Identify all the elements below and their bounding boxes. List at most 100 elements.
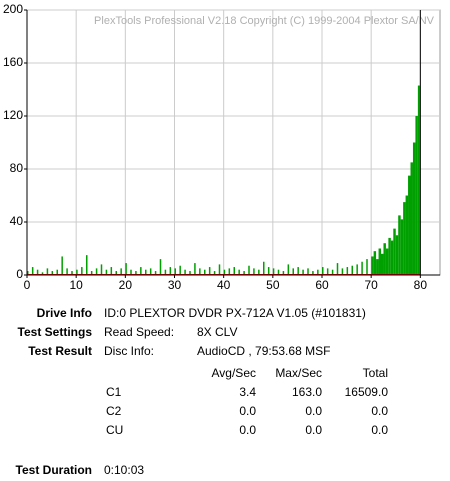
- bar: [356, 264, 358, 275]
- bar: [331, 269, 334, 275]
- bar: [383, 243, 386, 275]
- bar: [36, 269, 39, 275]
- bar: [110, 267, 113, 275]
- bar: [381, 253, 384, 275]
- bar: [233, 267, 235, 275]
- cell: 3.4: [239, 385, 256, 399]
- bar: [258, 269, 260, 275]
- bar: [277, 269, 280, 275]
- bar: [312, 271, 314, 275]
- plot-area: [26, 9, 441, 276]
- x-tick-label: 70: [364, 278, 378, 292]
- cell: 16509.0: [345, 385, 389, 399]
- bar: [417, 85, 420, 276]
- bar: [253, 268, 255, 275]
- y-tick-label: 120: [3, 108, 23, 122]
- cell: 163.0: [292, 385, 322, 399]
- bar: [400, 219, 404, 275]
- bar: [405, 195, 409, 275]
- bar: [159, 259, 162, 275]
- bar: [218, 264, 221, 275]
- label: Test Duration: [16, 463, 92, 477]
- bar: [385, 248, 389, 275]
- bar: [71, 271, 73, 275]
- bar: [115, 271, 117, 275]
- y-tick-label: 160: [3, 55, 23, 69]
- bar: [238, 269, 240, 275]
- bar: [105, 269, 108, 275]
- bar: [302, 269, 304, 275]
- bar: [341, 268, 344, 275]
- bar: [149, 268, 152, 275]
- bar: [336, 263, 339, 275]
- bar: [199, 268, 201, 275]
- column-header: Total: [363, 366, 388, 380]
- x-tick-label: 0: [24, 278, 31, 292]
- cell: 0.0: [239, 404, 256, 418]
- value: 0:10:03: [104, 463, 144, 477]
- x-tick-label: 20: [119, 278, 133, 292]
- value: ID:0 PLEXTOR DVDR PX-712A V1.05 (#101831…: [104, 306, 366, 320]
- bar: [66, 268, 68, 275]
- key: Read Speed:: [104, 325, 174, 339]
- label: Test Result: [28, 344, 92, 358]
- value: 8X CLV: [197, 325, 237, 339]
- bar: [393, 228, 396, 275]
- row-label: C1: [106, 385, 122, 399]
- y-tick-label: 0: [16, 267, 23, 281]
- bar: [223, 269, 226, 275]
- y-tick-label: 80: [10, 161, 24, 175]
- bar: [194, 263, 196, 275]
- bar: [322, 267, 324, 275]
- bar: [408, 175, 411, 275]
- bar: [213, 271, 216, 275]
- bar: [248, 265, 250, 275]
- bar: [388, 237, 391, 275]
- bar: [395, 235, 399, 275]
- bar: [208, 267, 211, 275]
- bar: [410, 162, 413, 275]
- bar: [373, 251, 377, 275]
- bar: [267, 267, 270, 275]
- bar: [164, 269, 167, 275]
- bar: [361, 261, 363, 275]
- bar: [228, 268, 231, 275]
- bar: [398, 215, 401, 275]
- cell: 0.0: [239, 423, 256, 437]
- bar: [174, 268, 176, 275]
- bar: [169, 267, 172, 275]
- bar: [61, 256, 63, 275]
- bar: [41, 272, 44, 275]
- bar: [282, 271, 285, 275]
- column-header: Max/Sec: [275, 366, 322, 380]
- key: Disc Info:: [104, 344, 154, 358]
- x-tick-label: 80: [414, 278, 428, 292]
- bar: [412, 142, 416, 275]
- bar: [125, 263, 127, 275]
- x-tick-label: 60: [315, 278, 329, 292]
- bar: [390, 240, 394, 275]
- bar: [154, 271, 157, 275]
- bar: [297, 267, 299, 275]
- bar: [86, 255, 88, 275]
- bar: [371, 256, 374, 275]
- value: AudioCD , 79:53.68 MSF: [197, 344, 330, 358]
- bar: [184, 269, 186, 275]
- x-tick-label: 10: [69, 278, 83, 292]
- cell: 0.0: [305, 404, 322, 418]
- bar: [403, 202, 406, 275]
- bar: [287, 264, 290, 275]
- chart-title: PlexTools Professional V2.18 Copyright (…: [94, 15, 435, 27]
- bar: [415, 116, 418, 275]
- bar: [378, 248, 381, 275]
- bar: [189, 271, 191, 275]
- bar: [56, 269, 58, 275]
- y-tick-label: 200: [3, 2, 23, 16]
- bar: [90, 271, 93, 275]
- bar: [135, 271, 137, 275]
- bar: [307, 268, 309, 275]
- bar: [346, 267, 349, 275]
- x-tick-label: 30: [168, 278, 182, 292]
- label: Test Settings: [18, 325, 93, 339]
